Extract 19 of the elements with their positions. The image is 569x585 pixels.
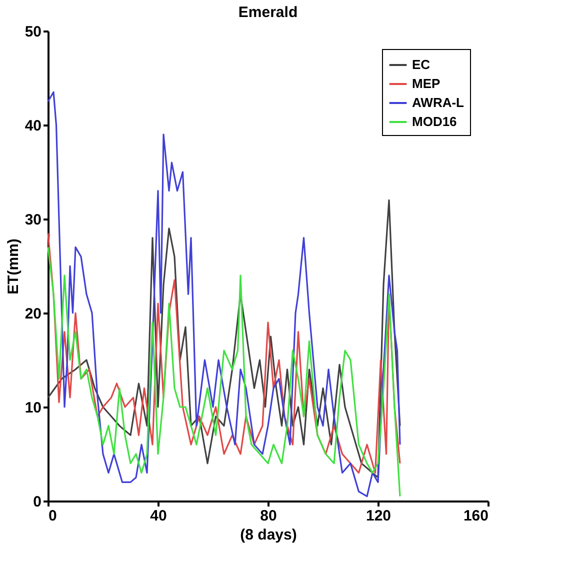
y-tick-label: 50 [24, 24, 42, 40]
x-tick-label: 160 [463, 508, 488, 524]
y-axis-title: ET(mm) [4, 238, 22, 294]
legend-label: EC [412, 57, 431, 72]
x-tick-label: 40 [150, 508, 167, 524]
legend-label: AWRA-L [412, 95, 464, 110]
y-tick-label: 20 [24, 306, 42, 322]
x-tick-label: 80 [260, 508, 277, 524]
x-tick-label: 120 [366, 508, 392, 524]
legend-label: MOD16 [412, 114, 457, 129]
y-tick-label: 30 [24, 212, 42, 228]
y-tick-label: 10 [24, 400, 42, 416]
x-axis-title: (8 days) [240, 526, 297, 544]
y-tick-label: 0 [33, 494, 42, 510]
chart-title: Emerald [238, 4, 298, 21]
x-tick-label: 0 [48, 508, 57, 524]
line-series [47, 91, 401, 498]
y-tick-label: 40 [24, 118, 42, 134]
legend-label: MEP [412, 76, 440, 91]
